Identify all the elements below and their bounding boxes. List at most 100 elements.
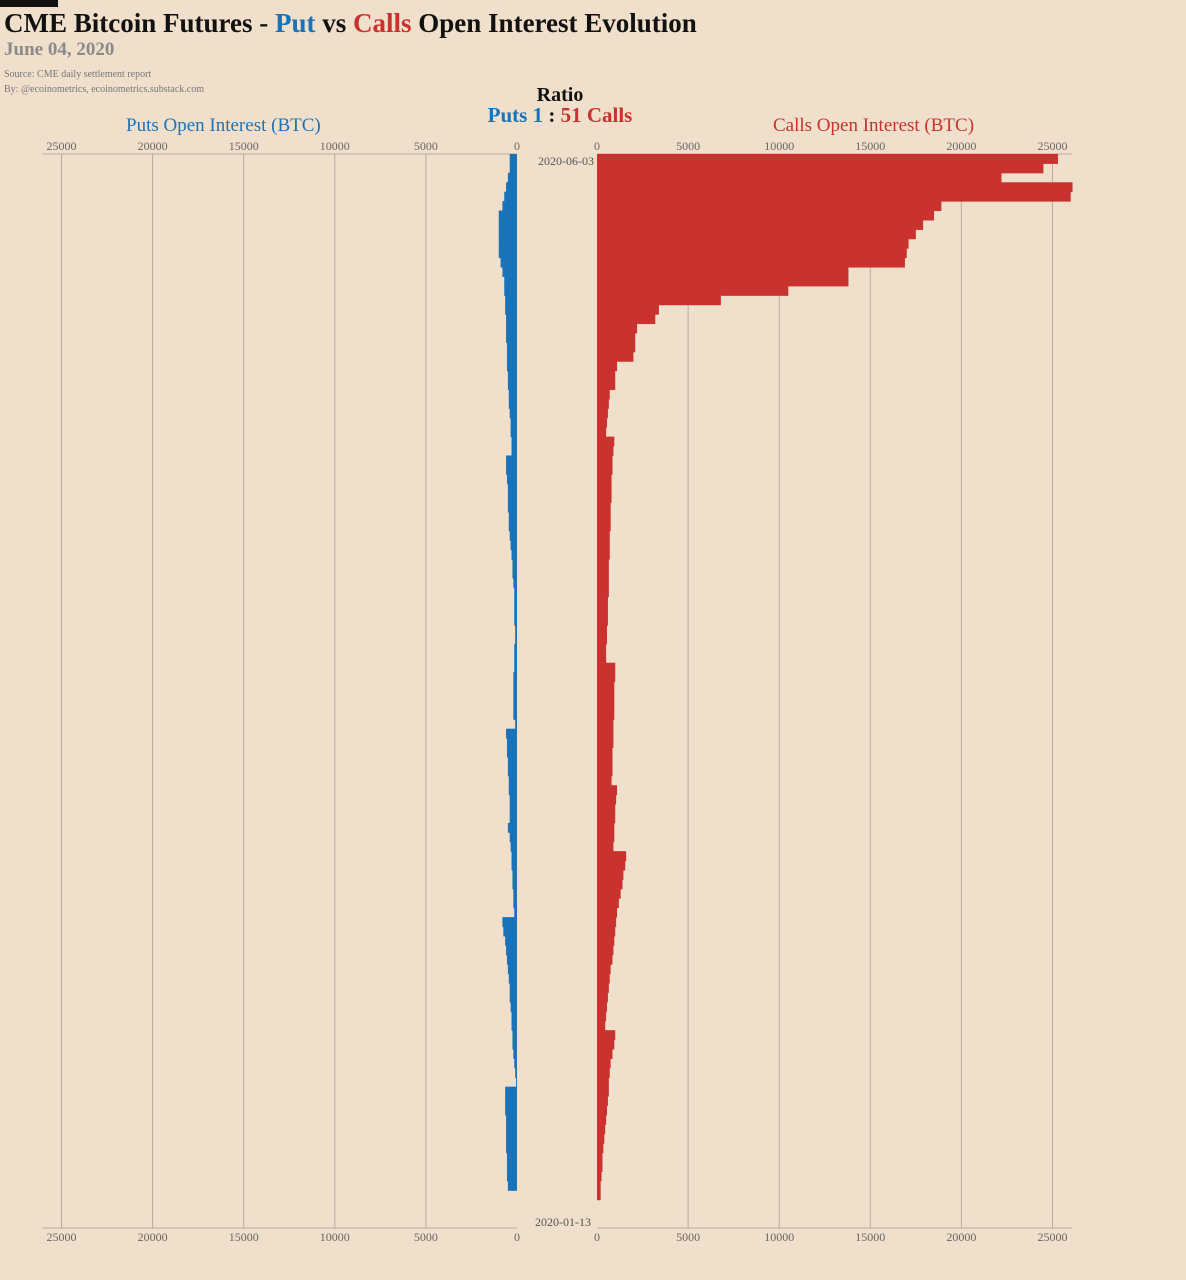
puts-bar: [506, 351, 517, 362]
puts-bar: [506, 314, 517, 325]
puts-bar: [506, 1152, 517, 1163]
puts-bar: [511, 851, 517, 862]
calls-bar: [597, 794, 617, 805]
calls-bar: [597, 521, 611, 532]
calls-bar: [597, 879, 623, 890]
calls-top-tick-label: 25000: [1038, 139, 1068, 153]
calls-bar: [597, 992, 608, 1003]
calls-bar: [597, 1180, 601, 1191]
last-date-label-bg: [519, 1214, 595, 1229]
puts-bar: [514, 615, 517, 626]
puts-bar: [513, 709, 517, 720]
calls-bar: [597, 1143, 604, 1154]
title-put-word: Put: [275, 8, 316, 38]
calls-bar: [597, 436, 615, 447]
puts-bar: [509, 163, 517, 174]
calls-bar: [597, 709, 615, 720]
calls-bar: [597, 323, 638, 334]
calls-bar: [597, 172, 1002, 183]
calls-bar: [597, 304, 659, 315]
puts-bar: [508, 398, 517, 409]
calls-bar: [597, 728, 614, 739]
puts-bar: [510, 540, 517, 551]
calls-bar: [597, 813, 616, 824]
puts-bottom-tick-label: 20000: [138, 1230, 168, 1244]
calls-bar: [597, 389, 610, 400]
calls-bar: [597, 860, 626, 871]
calls-bar: [597, 1011, 607, 1022]
calls-bar: [597, 766, 613, 777]
calls-bar: [597, 615, 608, 626]
calls-bar: [597, 898, 619, 909]
calls-bar: [597, 370, 616, 381]
calls-bar: [597, 954, 613, 965]
puts-bar: [507, 822, 517, 833]
puts-bar: [514, 662, 517, 673]
puts-bar: [513, 700, 517, 711]
calls-bar: [597, 1086, 609, 1097]
puts-bar: [506, 1114, 517, 1125]
calls-bar: [597, 276, 849, 287]
puts-bottom-tick-label: 0: [514, 1230, 520, 1244]
calls-bar: [597, 785, 618, 796]
puts-bar: [514, 653, 517, 664]
puts-bar: [515, 1067, 517, 1078]
puts-bar: [502, 917, 517, 928]
calls-bar: [597, 248, 907, 259]
calls-bar: [597, 182, 1073, 193]
calls-bar: [597, 314, 656, 325]
title-prefix: CME Bitcoin Futures -: [4, 8, 275, 38]
calls-bar: [597, 596, 608, 607]
puts-bar: [514, 606, 517, 617]
calls-bar: [597, 587, 609, 598]
calls-bar: [597, 219, 924, 230]
puts-bar: [512, 879, 517, 890]
puts-bar: [514, 907, 517, 918]
puts-bar: [506, 1133, 517, 1144]
calls-bar: [597, 1058, 611, 1069]
puts-bar: [514, 596, 517, 607]
puts-bar: [512, 559, 517, 570]
calls-bar: [597, 530, 610, 541]
puts-bar: [512, 870, 517, 880]
calls-bar: [597, 888, 621, 899]
puts-bar: [506, 1171, 517, 1182]
calls-bar: [597, 1001, 608, 1012]
puts-bar: [510, 417, 517, 428]
puts-bar: [502, 267, 517, 277]
calls-bar: [597, 540, 610, 551]
calls-bar: [597, 446, 614, 456]
puts-bar: [502, 201, 517, 212]
last-date-label: 2020-01-13: [535, 1215, 591, 1229]
calls-bar: [597, 747, 613, 758]
calls-bar: [597, 1067, 610, 1078]
top-accent-bar: [0, 0, 58, 7]
puts-bar: [507, 172, 517, 183]
calls-top-tick-label: 10000: [764, 139, 794, 153]
calls-bar: [597, 1152, 603, 1163]
calls-bar: [597, 935, 615, 946]
puts-bar: [508, 785, 517, 796]
puts-bar: [509, 813, 517, 824]
calls-bar: [597, 1162, 603, 1172]
puts-bottom-tick-label: 10000: [320, 1230, 350, 1244]
calls-bar: [597, 634, 608, 645]
puts-bar: [512, 1039, 517, 1050]
calls-bar: [597, 342, 636, 353]
calls-bar: [597, 841, 614, 852]
puts-bottom-tick-label: 25000: [47, 1230, 77, 1244]
puts-bar: [509, 983, 517, 993]
calls-top-tick-label: 5000: [676, 139, 700, 153]
calls-bar: [597, 257, 905, 268]
puts-bar: [509, 804, 517, 814]
puts-bar: [507, 370, 517, 381]
chart-title: CME Bitcoin Futures - Put vs Calls Open …: [4, 8, 697, 39]
calls-bar: [597, 408, 608, 419]
puts-bar: [514, 1058, 517, 1069]
calls-bar: [597, 1105, 608, 1116]
puts-bar: [513, 888, 517, 899]
puts-bar: [506, 342, 517, 353]
puts-bar: [511, 549, 517, 560]
calls-bar: [597, 1124, 606, 1135]
calls-bar: [597, 700, 615, 711]
